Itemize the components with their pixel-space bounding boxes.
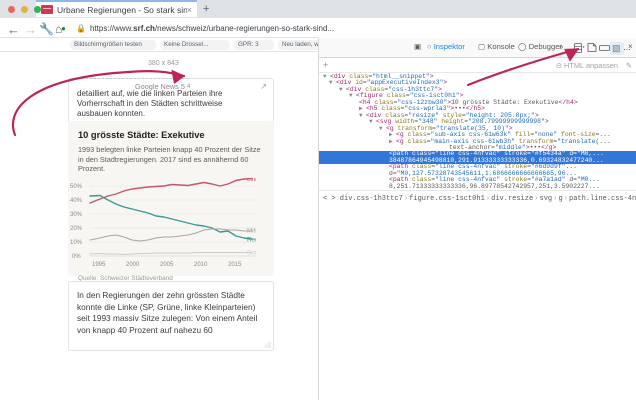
svg-text:2005: 2005	[160, 262, 174, 268]
svg-text:40%: 40%	[70, 198, 83, 204]
svg-text:Sonstige: Sonstige	[247, 249, 256, 256]
svg-text:Rechte: Rechte	[247, 236, 256, 243]
svg-text:10%: 10%	[70, 240, 83, 246]
svg-text:50%: 50%	[70, 184, 83, 190]
svg-text:2000: 2000	[126, 262, 140, 268]
svg-text:20%: 20%	[70, 226, 83, 232]
svg-text:0%: 0%	[72, 254, 81, 260]
svg-text:1995: 1995	[92, 262, 106, 268]
svg-text:Mitte: Mitte	[247, 227, 256, 234]
svg-text:Linke: Linke	[247, 178, 256, 183]
svg-text:2015: 2015	[228, 262, 242, 268]
svg-text:2010: 2010	[194, 262, 208, 268]
svg-text:30%: 30%	[70, 212, 83, 218]
